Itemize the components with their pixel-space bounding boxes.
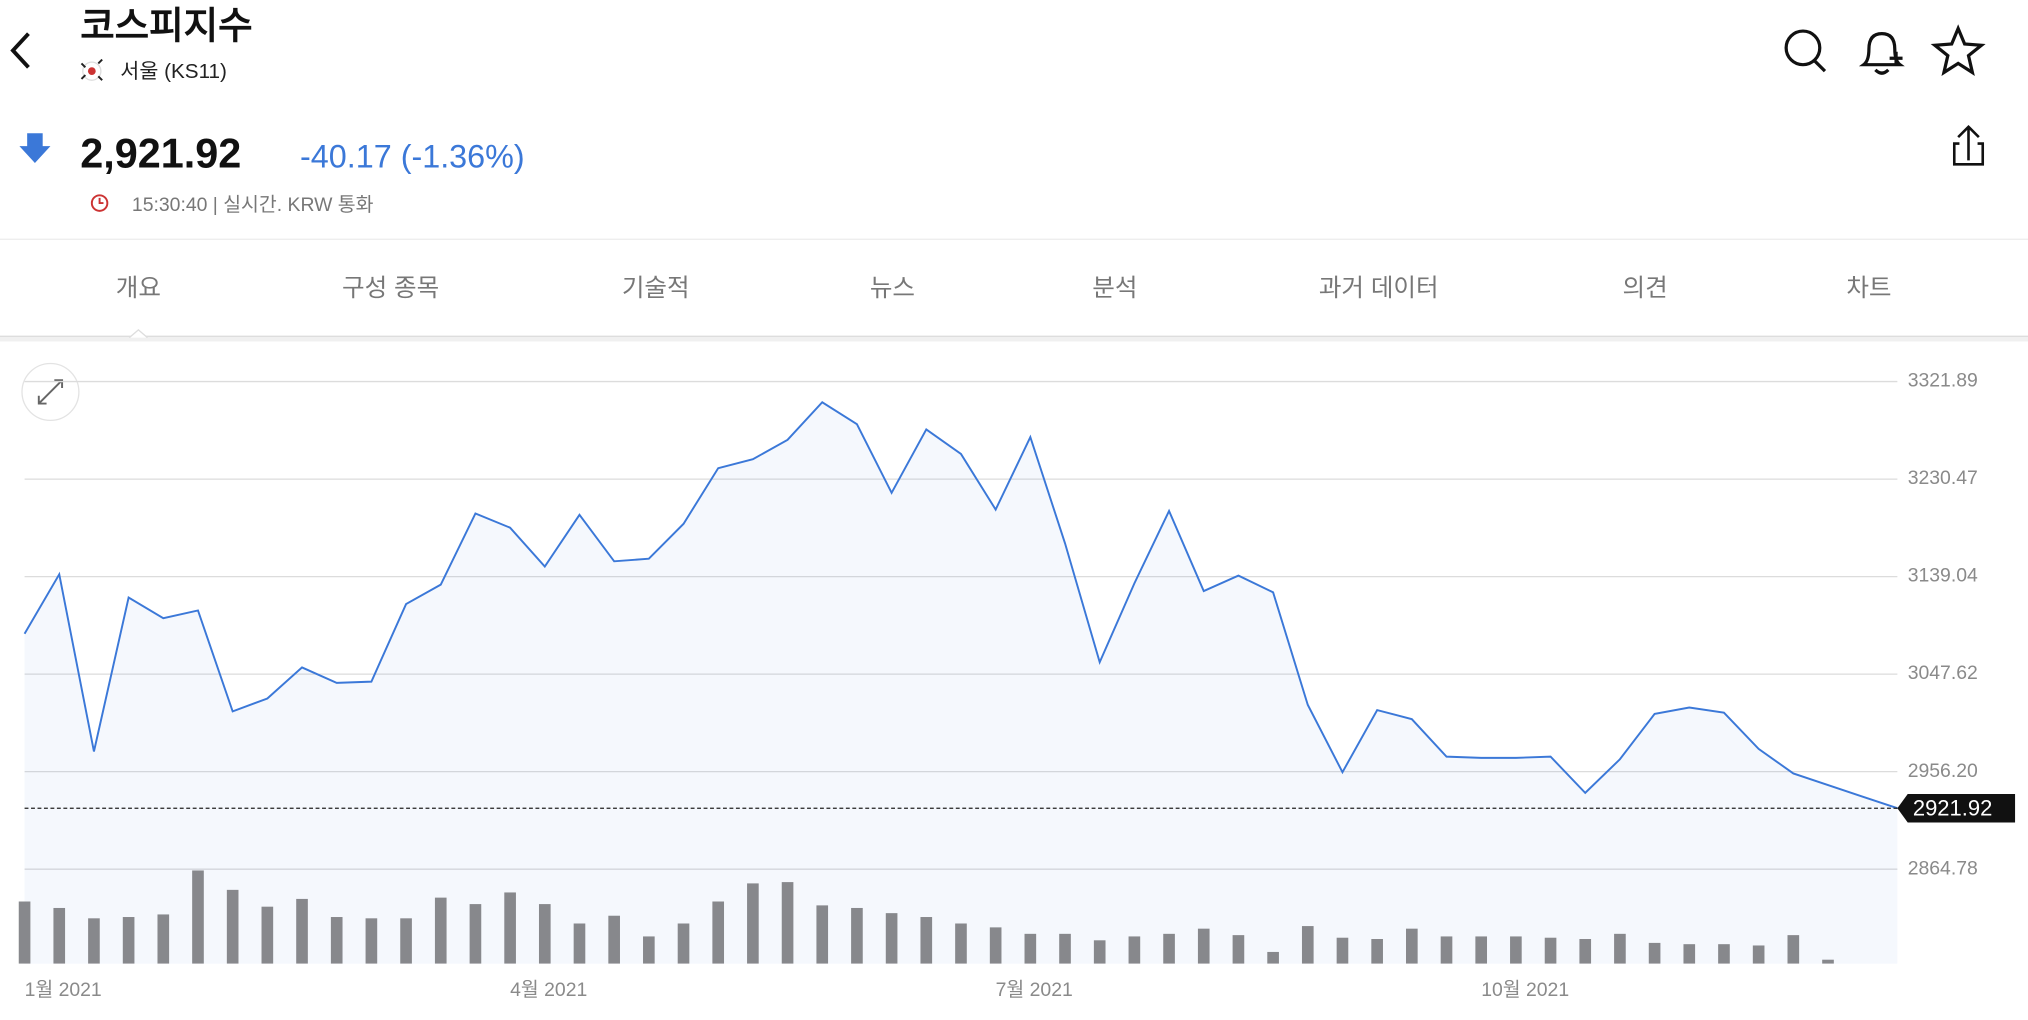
search-icon[interactable] [1784,29,1827,73]
exchange: 서울 (KS11) [120,60,227,83]
volume-bar [1059,933,1071,964]
index-title: 코스피지수 [80,4,253,46]
volume-bar [1475,936,1488,964]
volume-bar [712,901,725,964]
clock-icon [90,194,109,212]
volume-bar [504,892,516,964]
x-tick-label: 7월 2021 [996,979,1073,1001]
volume-bar [608,915,620,964]
tab[interactable]: 뉴스 [870,275,915,302]
price: 2,921.92 [80,130,241,176]
volume-bar [538,904,551,964]
volume-bar [1440,936,1453,964]
volume-bar [643,936,655,964]
tab[interactable]: 과거 데이터 [1319,274,1439,302]
volume-bar [18,901,31,964]
volume-bar [781,882,794,964]
volume-bar [920,917,933,964]
volume-bar [1787,935,1800,964]
volume-bar [1683,944,1696,964]
y-tick-label: 3047.62 [1908,662,1978,684]
volume-bar [365,918,378,964]
volume-bar [1822,959,1834,964]
tab[interactable]: 분석 [1092,274,1137,302]
x-tick-label: 1월 2021 [25,979,102,1001]
price-line [23,400,1898,810]
volume-bar [261,906,274,964]
tab[interactable]: 구성 종목 [342,274,439,302]
y-tick-label: 3230.47 [1908,467,1978,489]
volume-bar [1406,928,1418,964]
tab[interactable]: 차트 [1846,274,1891,302]
volume-bar [955,923,967,964]
volume-bar [1579,939,1592,964]
expand-button[interactable] [21,362,80,422]
volume-bar [1024,933,1037,964]
tab[interactable]: 개요 [116,274,161,302]
area [24,402,1898,964]
volume-bar [88,918,100,964]
volume-bar [400,918,412,964]
volume-bar [1232,935,1245,964]
down-arrow [19,133,51,163]
tab[interactable]: 의견 [1623,275,1668,302]
time: 15:30:40 | 실시간. KRW 통화 [132,194,374,216]
volume-bar [1336,937,1349,964]
y-tick-label: 3139.04 [1908,565,1978,587]
tab[interactable]: 기술적 [622,274,690,302]
volume-bar [53,907,66,964]
volume-bar [989,927,1002,964]
volume-bar [1163,933,1175,964]
volume-bar [1301,926,1314,964]
tab-shadow [0,336,2028,342]
volume-bar [885,913,898,964]
volume-bar [1510,936,1522,964]
tab-indicator [128,328,148,339]
volume-bar [1371,939,1383,964]
favorite-icon[interactable] [1930,24,1986,76]
volume-bar [816,905,829,964]
back-button[interactable] [10,32,30,69]
volume-bar [677,923,690,964]
volume-bar [434,897,447,964]
y-tick-label: 2864.78 [1908,857,1978,879]
volume-bar [1614,933,1626,964]
last-price-badge [1897,793,2016,823]
share-icon[interactable] [1952,124,1985,166]
volume-bar [122,917,135,964]
volume-bar [1718,944,1730,964]
volume-bar [192,870,204,964]
volume-bar [1267,951,1279,964]
x-tick-label: 4월 2021 [510,979,587,1001]
volume-bar [851,907,863,964]
change: -40.17 (-1.36%) [300,139,525,175]
volume-bar [747,883,759,964]
volume-bar [1128,936,1141,964]
volume-bar [469,904,482,964]
volume-bar [1197,928,1210,964]
volume-bar [1093,940,1106,964]
y-tick-label: 2956.20 [1908,760,1978,782]
x-tick-label: 10월 2021 [1481,979,1569,1001]
volume-bar [330,917,343,964]
last-price-label: 2921.92 [1913,795,1992,820]
y-tick-label: 3321.89 [1908,370,1978,392]
volume-bar [157,914,170,964]
volume-bar [1648,942,1661,964]
volume-bar [1752,945,1765,964]
volume-bar [573,923,586,964]
volume-bar [226,889,239,964]
flag [80,58,103,81]
alert-icon[interactable] [1858,32,1905,75]
volume-bar [1544,937,1557,964]
volume-bar [296,898,308,964]
